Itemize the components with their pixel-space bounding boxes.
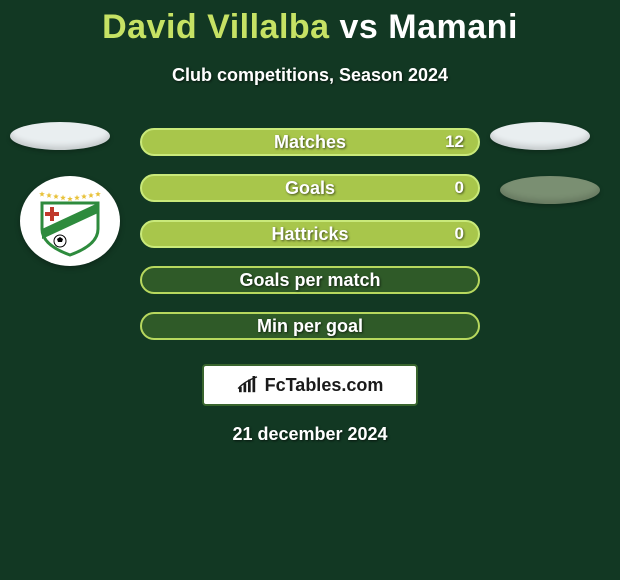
stat-label: Matches bbox=[274, 132, 346, 153]
stat-row: Min per goal bbox=[140, 312, 480, 340]
vs-text: vs bbox=[340, 8, 379, 46]
player2-name: Mamani bbox=[388, 8, 518, 46]
stat-value: 0 bbox=[455, 178, 464, 198]
stat-rows: Matches 12 Goals 0 Hattricks 0 Goals per match… bbox=[140, 128, 480, 340]
player1-name: David Villalba bbox=[102, 8, 329, 46]
stat-row: Hattricks 0 bbox=[140, 220, 480, 248]
stat-label: Goals per match bbox=[239, 270, 380, 291]
stat-value: 12 bbox=[445, 132, 464, 152]
subtitle: Club competitions, Season 2024 bbox=[0, 65, 620, 86]
stat-row: Goals 0 bbox=[140, 174, 480, 202]
stat-label: Hattricks bbox=[271, 224, 348, 245]
stat-label: Min per goal bbox=[257, 316, 363, 337]
stats-section: Matches 12 Goals 0 Hattricks 0 Goals per match… bbox=[0, 128, 620, 445]
brand-box[interactable]: FcTables.com bbox=[202, 364, 418, 406]
stat-row: Goals per match bbox=[140, 266, 480, 294]
stat-row: Matches 12 bbox=[140, 128, 480, 156]
brand-text: FcTables.com bbox=[265, 375, 384, 396]
stat-label: Goals bbox=[285, 178, 335, 199]
date-text: 21 december 2024 bbox=[0, 424, 620, 445]
stat-value: 0 bbox=[455, 224, 464, 244]
page-title: David Villalba vs Mamani bbox=[0, 0, 620, 47]
bar-chart-icon bbox=[237, 376, 259, 394]
